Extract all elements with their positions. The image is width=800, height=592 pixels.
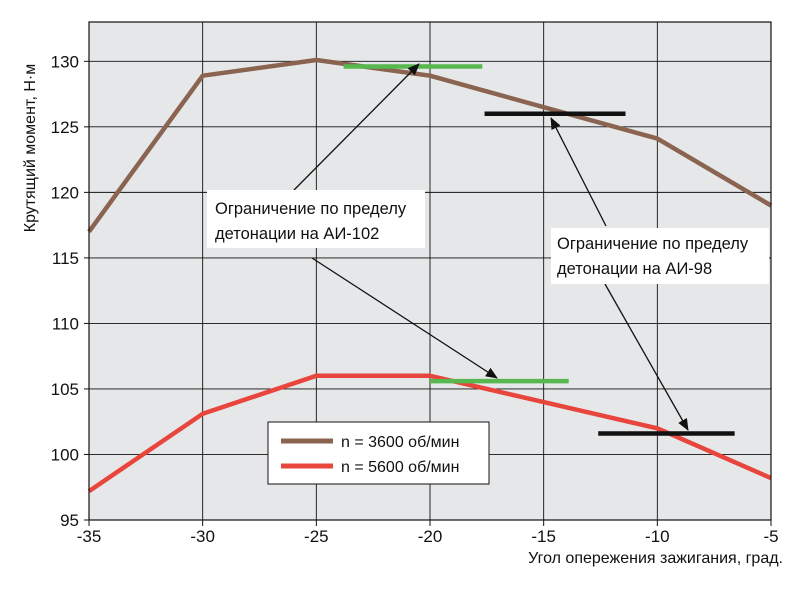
y-axis-title: Крутящий момент, Н·м — [22, 64, 39, 232]
annotation-arrow — [293, 63, 420, 191]
y-tick-label: 115 — [52, 249, 79, 268]
legend-box — [267, 421, 490, 485]
series-line-1 — [87, 373, 772, 494]
y-tick-label: 130 — [51, 52, 79, 71]
y-tick-label: 125 — [51, 118, 79, 137]
x-axis-title: Угол опережения зажигания, град. — [528, 550, 783, 567]
x-tick-label: -15 — [531, 527, 556, 546]
annotation-arrow — [311, 257, 498, 379]
x-tick-label: -30 — [190, 527, 215, 546]
annotation-arrow — [604, 283, 689, 431]
axis-ticks: -35 -30 -25 -20 -15 -10 -5 95 100 105 110 115 120 125… — [51, 52, 779, 546]
x-tick-label: -20 — [418, 527, 443, 546]
annotation-ai98-line2: детонации на АИ-98 — [557, 260, 712, 278]
annotation-ai102-line1: Ограничение по пределу — [215, 200, 407, 218]
annotation-ai102-line2: детонации на АИ-102 — [215, 225, 379, 243]
annotation-arrows — [293, 63, 689, 431]
grid-lines — [89, 22, 771, 520]
annotation-box-ai98 — [551, 228, 769, 284]
x-tick-label: -10 — [645, 527, 670, 546]
x-tick-label: -35 — [77, 527, 102, 546]
annotation-box-ai102 — [207, 190, 425, 248]
y-tick-label: 105 — [51, 380, 79, 399]
y-tick-label: 120 — [51, 183, 79, 202]
legend-label-5600: n = 5600 об/мин — [341, 459, 459, 476]
x-tick-label: -5 — [763, 527, 778, 546]
y-tick-label: 100 — [51, 445, 79, 464]
annotation-ai98-line1: Ограничение по пределу — [557, 235, 749, 253]
annotation-arrow — [550, 117, 607, 227]
legend-label-3600: n = 3600 об/мин — [341, 434, 459, 451]
x-tick-label: -25 — [304, 527, 329, 546]
y-tick-label: 110 — [52, 314, 79, 333]
y-tick-label: 95 — [60, 511, 79, 530]
